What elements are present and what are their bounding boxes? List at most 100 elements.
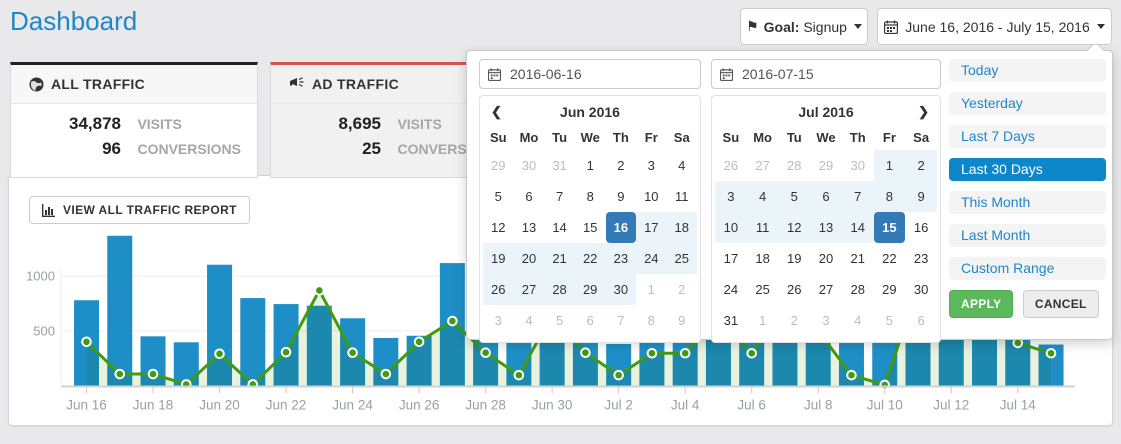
range-option-last-7-days[interactable]: Last 7 Days	[949, 125, 1106, 148]
day-cell[interactable]: 3	[715, 181, 747, 212]
range-option-last-30-days[interactable]: Last 30 Days	[949, 158, 1106, 181]
day-cell[interactable]: 8	[586, 189, 594, 204]
day-cell[interactable]: 16	[605, 212, 637, 243]
day-cell[interactable]: 3	[494, 313, 502, 328]
day-cell[interactable]: 14	[841, 212, 874, 243]
day-cell[interactable]: 12	[491, 220, 506, 235]
day-cell[interactable]: 26	[787, 282, 802, 297]
day-cell[interactable]: 24	[636, 243, 667, 274]
day-cell[interactable]: 31	[723, 313, 739, 328]
range-option-this-month[interactable]: This Month	[949, 191, 1106, 214]
day-cell[interactable]: 6	[810, 181, 842, 212]
day-cell[interactable]: 21	[850, 251, 865, 266]
day-cell[interactable]: 20	[513, 243, 545, 274]
day-cell[interactable]: 15	[582, 220, 598, 235]
day-cell[interactable]: 30	[605, 274, 637, 305]
day-cell[interactable]: 16	[913, 220, 929, 235]
date-range-button[interactable]: June 16, 2016 - July 15, 2016	[877, 8, 1112, 45]
start-date-field[interactable]	[508, 65, 692, 83]
goal-dropdown-button[interactable]: ⚑ Goal: Signup	[740, 8, 868, 45]
day-cell[interactable]: 27	[513, 274, 545, 305]
range-option-today[interactable]: Today	[949, 59, 1106, 82]
day-cell[interactable]: 27	[818, 282, 834, 297]
day-cell[interactable]: 30	[913, 282, 929, 297]
day-cell[interactable]: 9	[678, 313, 686, 328]
day-cell[interactable]: 10	[715, 212, 747, 243]
day-cell[interactable]: 1	[647, 282, 655, 297]
day-cell[interactable]: 12	[778, 212, 811, 243]
day-cell[interactable]: 9	[905, 181, 937, 212]
day-cell[interactable]: 2	[678, 282, 686, 297]
end-date-input[interactable]	[711, 59, 941, 89]
day-cell[interactable]: 2	[905, 150, 937, 181]
cancel-button[interactable]: CANCEL	[1022, 290, 1099, 318]
apply-button[interactable]: APPLY	[949, 290, 1014, 318]
view-all-traffic-report-button[interactable]: VIEW ALL TRAFFIC REPORT	[29, 196, 250, 224]
range-option-custom-range[interactable]: Custom Range	[949, 257, 1106, 280]
day-cell[interactable]: 2	[790, 313, 798, 328]
all-traffic-card[interactable]: ALL TRAFFIC 34,878 VISITS 96 CONVERSIONS	[10, 62, 258, 178]
day-cell[interactable]: 6	[917, 313, 925, 328]
day-cell[interactable]: 4	[746, 181, 779, 212]
day-cell[interactable]: 7	[555, 189, 564, 204]
day-cell[interactable]: 29	[882, 282, 897, 297]
day-cell[interactable]: 29	[574, 274, 606, 305]
day-cell[interactable]: 3	[647, 158, 655, 173]
day-cell[interactable]: 20	[818, 251, 834, 266]
start-date-input[interactable]	[479, 59, 701, 89]
day-cell[interactable]: 2	[617, 158, 625, 173]
day-cell[interactable]: 1	[873, 150, 906, 181]
day-cell[interactable]: 4	[525, 313, 533, 328]
day-cell[interactable]: 31	[552, 158, 567, 173]
day-cell[interactable]: 25	[755, 282, 770, 297]
day-cell[interactable]: 3	[822, 313, 830, 328]
day-cell[interactable]: 7	[841, 181, 874, 212]
day-cell[interactable]: 5	[778, 181, 811, 212]
day-cell[interactable]: 25	[666, 243, 697, 274]
prev-month-button[interactable]: ❮	[491, 104, 502, 119]
day-cell[interactable]: 19	[787, 251, 802, 266]
day-cell[interactable]: 17	[636, 212, 667, 243]
day-cell[interactable]: 28	[544, 274, 575, 305]
day-cell[interactable]: 17	[723, 251, 739, 266]
day-cell[interactable]: 29	[491, 158, 506, 173]
end-date-field[interactable]	[740, 65, 932, 83]
day-cell[interactable]: 21	[544, 243, 575, 274]
day-cell[interactable]: 14	[552, 220, 567, 235]
day-cell[interactable]: 8	[647, 313, 655, 328]
day-cell[interactable]: 5	[885, 313, 894, 328]
day-cell[interactable]: 18	[666, 212, 697, 243]
day-cell[interactable]: 13	[521, 220, 537, 235]
day-cell[interactable]: 4	[678, 158, 686, 173]
range-option-yesterday[interactable]: Yesterday	[949, 92, 1106, 115]
day-cell[interactable]: 6	[586, 313, 594, 328]
day-cell[interactable]: 1	[758, 313, 767, 328]
day-cell[interactable]: 13	[810, 212, 842, 243]
next-month-button[interactable]: ❯	[918, 104, 929, 119]
day-cell[interactable]: 9	[617, 189, 625, 204]
day-cell[interactable]: 26	[723, 158, 739, 173]
day-cell[interactable]: 22	[574, 243, 606, 274]
day-cell[interactable]: 22	[882, 251, 897, 266]
day-cell[interactable]: 30	[850, 158, 865, 173]
day-cell[interactable]: 28	[850, 282, 865, 297]
day-cell[interactable]: 11	[674, 189, 689, 204]
day-cell[interactable]: 5	[555, 313, 564, 328]
day-cell[interactable]: 27	[755, 158, 770, 173]
day-cell[interactable]: 6	[525, 189, 533, 204]
day-cell[interactable]: 11	[746, 212, 779, 243]
day-cell[interactable]: 8	[873, 181, 906, 212]
day-cell[interactable]: 19	[483, 243, 514, 274]
day-cell[interactable]: 10	[644, 189, 659, 204]
day-cell[interactable]: 7	[617, 313, 625, 328]
day-cell[interactable]: 24	[723, 282, 739, 297]
range-option-last-month[interactable]: Last Month	[949, 224, 1106, 247]
day-cell[interactable]: 5	[494, 189, 502, 204]
day-cell[interactable]: 29	[818, 158, 834, 173]
day-cell[interactable]: 26	[483, 274, 514, 305]
day-cell[interactable]: 15	[873, 212, 906, 243]
day-cell[interactable]: 23	[913, 251, 929, 266]
day-cell[interactable]: 4	[854, 313, 862, 328]
day-cell[interactable]: 23	[605, 243, 637, 274]
day-cell[interactable]: 30	[521, 158, 537, 173]
